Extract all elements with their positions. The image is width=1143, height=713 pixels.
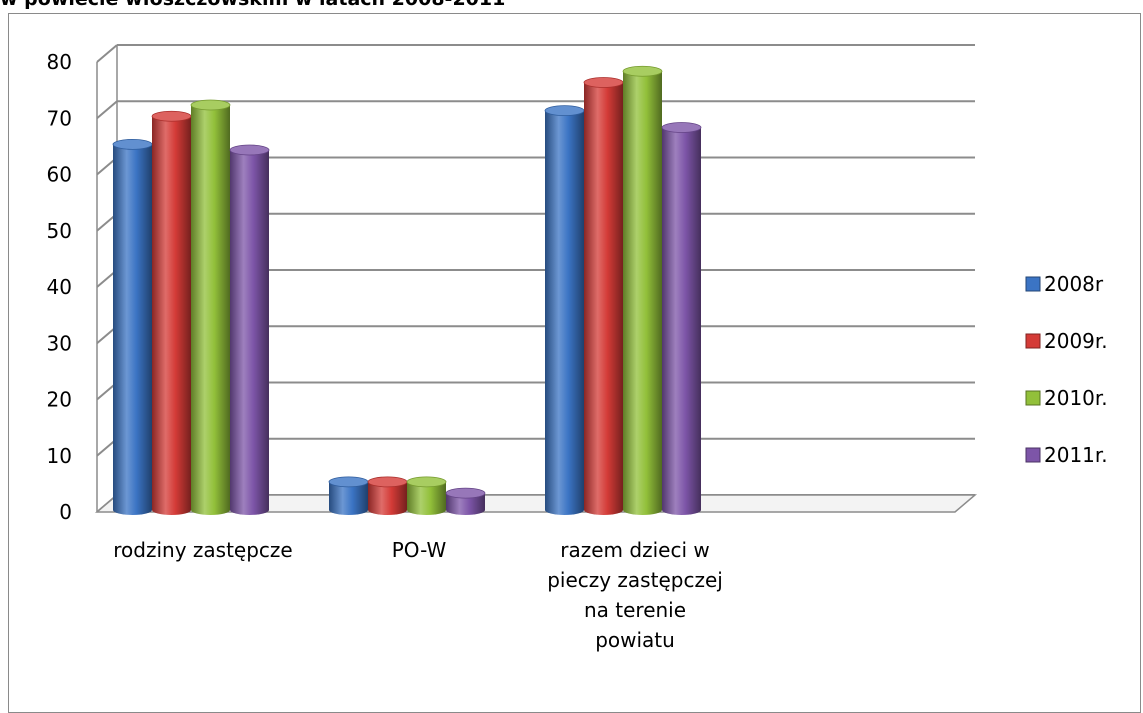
bar-top <box>190 99 231 111</box>
bar <box>151 110 192 515</box>
legend-item: 2010r. <box>1025 386 1108 410</box>
bar-top <box>445 487 486 499</box>
bar-body <box>152 116 191 515</box>
legend-label: 2010r. <box>1044 386 1108 410</box>
bar-top <box>328 476 369 488</box>
legend-label: 2008r <box>1044 272 1104 296</box>
legend-item: 2011r. <box>1025 443 1108 467</box>
bar <box>229 144 270 515</box>
bar-top <box>406 476 447 488</box>
y-tick-label: 50 <box>47 219 72 243</box>
y-tick-label: 20 <box>47 388 72 412</box>
bar <box>544 105 585 515</box>
y-tick-label: 40 <box>47 275 72 299</box>
y-tick-label: 80 <box>47 50 72 74</box>
legend-label: 2011r. <box>1044 443 1108 467</box>
y-tick-label: 10 <box>47 444 72 468</box>
bar-body <box>584 82 623 515</box>
legend-item: 2008r <box>1025 272 1104 296</box>
legend-item: 2009r. <box>1025 329 1108 353</box>
legend-swatch <box>1025 333 1041 349</box>
bar-top <box>544 105 585 117</box>
y-tick-label: 30 <box>47 331 72 355</box>
legend-swatch <box>1025 276 1041 292</box>
bar-top <box>622 65 663 77</box>
category-label: rodziny zastępcze <box>113 538 292 562</box>
bar <box>190 99 231 515</box>
bar-top <box>112 138 153 150</box>
bar-body <box>230 150 269 515</box>
bar <box>406 476 447 515</box>
category-label: na terenie <box>584 598 686 622</box>
legend-label: 2009r. <box>1044 329 1108 353</box>
legend-swatch <box>1025 390 1041 406</box>
category-label: razem dzieci w <box>560 538 709 562</box>
bar-top <box>151 110 192 122</box>
bar-top <box>661 122 702 133</box>
bar-body <box>545 110 584 515</box>
bar-chart: 0 10 20 30 40 50 60 70 80 rodziny zastępcze PO-W ra… <box>47 44 1108 652</box>
gridline-side <box>96 100 118 120</box>
bar-body <box>407 481 446 515</box>
legend-swatch <box>1025 447 1041 463</box>
y-tick-label: 70 <box>47 106 72 130</box>
bar <box>445 487 486 515</box>
bar-body <box>623 71 662 515</box>
category-label: pieczy zastępczej <box>547 568 723 592</box>
bar-body <box>329 481 368 515</box>
chart-title: w powiecie włoszczowskim w latach 2008-2… <box>0 0 505 10</box>
bar-top <box>367 476 408 488</box>
bar <box>112 138 153 515</box>
bar-body <box>662 127 701 515</box>
bar-body <box>368 481 407 515</box>
bar <box>622 65 663 515</box>
bar-body <box>113 144 152 515</box>
bar-top <box>583 77 624 88</box>
category-label: PO-W <box>392 538 447 562</box>
bar-body <box>191 105 230 515</box>
bar <box>583 77 624 515</box>
bar-body <box>446 493 485 515</box>
y-tick-label: 60 <box>47 163 72 187</box>
category-label: powiatu <box>595 628 675 652</box>
bar <box>661 122 702 515</box>
bar-top <box>229 144 270 156</box>
y-tick-label: 0 <box>59 500 72 524</box>
bar <box>367 476 408 515</box>
bar <box>328 476 369 515</box>
gridline-side <box>96 44 118 63</box>
